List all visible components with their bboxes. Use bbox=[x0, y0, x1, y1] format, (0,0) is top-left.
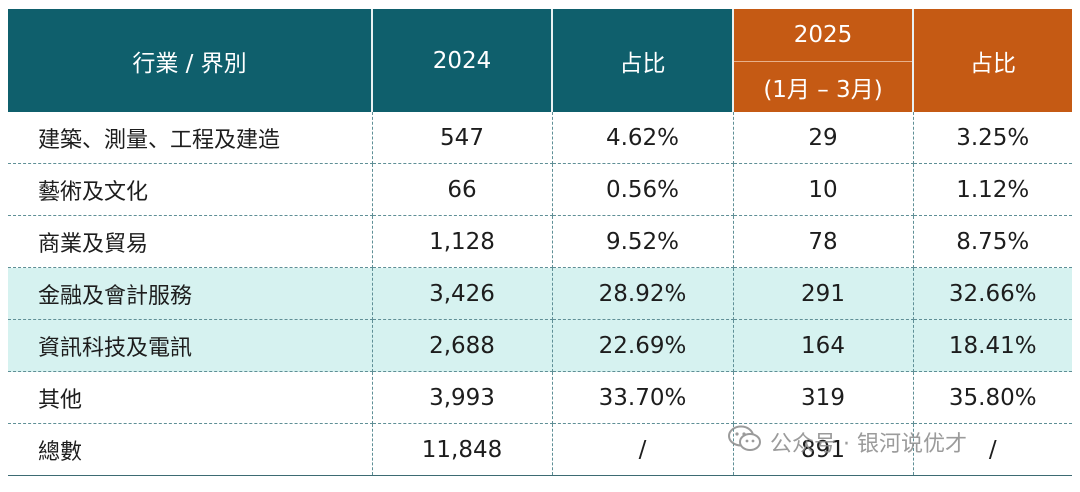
table-row-highlighted: 資訊科技及電訊 2,688 22.69% 164 18.41% bbox=[8, 319, 1072, 372]
cell-count-2025: 164 bbox=[733, 319, 914, 372]
cell-count-2025: 891 bbox=[733, 423, 914, 476]
cell-share-2024: 9.52% bbox=[552, 215, 734, 268]
cell-share-2025: 3.25% bbox=[913, 112, 1072, 164]
cell-industry: 其他 bbox=[8, 371, 373, 424]
header-share-2025: 占比 bbox=[913, 9, 1072, 112]
cell-share-2024: / bbox=[552, 423, 734, 476]
cell-share-2024: 4.62% bbox=[552, 112, 734, 164]
cell-industry: 建築、測量、工程及建造 bbox=[8, 112, 373, 164]
cell-count-2024: 66 bbox=[372, 163, 553, 216]
table-row: 商業及貿易 1,128 9.52% 78 8.75% bbox=[8, 215, 1072, 268]
cell-industry: 資訊科技及電訊 bbox=[8, 319, 373, 372]
watermark: 公众号 · 银河说优才 bbox=[728, 425, 967, 459]
cell-share-2025: / bbox=[913, 423, 1072, 476]
header-period-2025: (1月 – 3月) bbox=[733, 61, 914, 112]
cell-count-2025: 29 bbox=[733, 112, 914, 164]
cell-industry: 金融及會計服務 bbox=[8, 267, 373, 320]
cell-count-2024: 3,993 bbox=[372, 371, 553, 424]
watermark-text: 公众号 · 银河说优才 bbox=[770, 432, 967, 457]
table-row: 建築、測量、工程及建造 547 4.62% 29 3.25% bbox=[8, 112, 1072, 164]
header-share-2024: 占比 bbox=[552, 9, 734, 112]
cell-share-2024: 33.70% bbox=[552, 371, 734, 424]
cell-industry: 商業及貿易 bbox=[8, 215, 373, 268]
cell-count-2025: 78 bbox=[733, 215, 914, 268]
cell-share-2024: 28.92% bbox=[552, 267, 734, 320]
cell-count-2024: 11,848 bbox=[372, 423, 553, 476]
industry-statistics-table: 行業 / 界別 2024 占比 2025 占比 (1月 – 3月) 建築、測量、… bbox=[8, 9, 1072, 476]
cell-share-2025: 18.41% bbox=[913, 319, 1072, 372]
cell-share-2025: 32.66% bbox=[913, 267, 1072, 320]
table-row-total: 總數 11,848 / 891 / bbox=[8, 423, 1072, 476]
table-row: 藝術及文化 66 0.56% 10 1.12% bbox=[8, 163, 1072, 216]
header-year-2024: 2024 bbox=[372, 9, 553, 112]
cell-industry: 藝術及文化 bbox=[8, 163, 373, 216]
cell-share-2024: 22.69% bbox=[552, 319, 734, 372]
cell-count-2024: 2,688 bbox=[372, 319, 553, 372]
header-year-2025: 2025 bbox=[733, 9, 914, 62]
cell-count-2025: 10 bbox=[733, 163, 914, 216]
table-row: 其他 3,993 33.70% 319 35.80% bbox=[8, 371, 1072, 424]
cell-share-2025: 1.12% bbox=[913, 163, 1072, 216]
cell-industry: 總數 bbox=[8, 423, 373, 476]
cell-count-2024: 3,426 bbox=[372, 267, 553, 320]
cell-count-2024: 547 bbox=[372, 112, 553, 164]
header-industry: 行業 / 界別 bbox=[8, 9, 373, 112]
cell-share-2024: 0.56% bbox=[552, 163, 734, 216]
table-row-highlighted: 金融及會計服務 3,426 28.92% 291 32.66% bbox=[8, 267, 1072, 320]
wechat-icon bbox=[728, 425, 770, 459]
cell-share-2025: 35.80% bbox=[913, 371, 1072, 424]
cell-count-2025: 291 bbox=[733, 267, 914, 320]
cell-count-2024: 1,128 bbox=[372, 215, 553, 268]
table-container: 行業 / 界別 2024 占比 2025 占比 (1月 – 3月) 建築、測量、… bbox=[8, 9, 1072, 483]
cell-share-2025: 8.75% bbox=[913, 215, 1072, 268]
cell-count-2025: 319 bbox=[733, 371, 914, 424]
